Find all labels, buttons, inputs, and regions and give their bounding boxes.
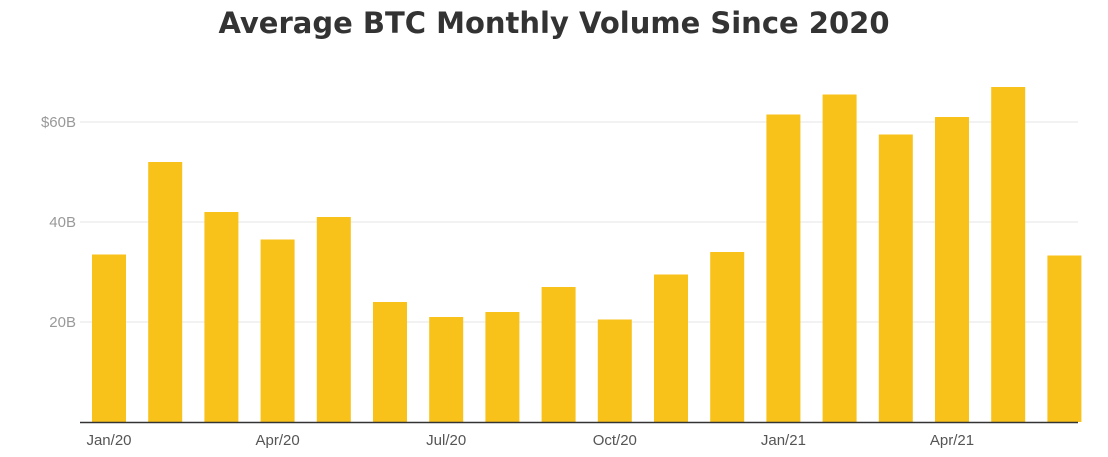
bar-jul-20: [429, 317, 464, 422]
bar-feb-20: [148, 162, 183, 422]
bar-jun-21: [1047, 255, 1082, 422]
x-tick-label: Jan/20: [86, 432, 131, 449]
bar-apr-20: [260, 239, 295, 422]
bar-mar-21: [878, 134, 913, 422]
x-tick-label: Jul/20: [426, 432, 466, 449]
x-tick-label: Apr/20: [255, 432, 299, 449]
bars: [92, 87, 1082, 422]
bar-sep-20: [541, 287, 576, 422]
x-tick-label: Jan/21: [761, 432, 806, 449]
y-tick-label: 20B: [49, 314, 76, 331]
bar-aug-20: [485, 312, 520, 422]
y-axis-ticks: 20B 40B $60B: [41, 114, 76, 331]
y-tick-label: $60B: [41, 114, 76, 131]
bar-jun-20: [373, 302, 407, 422]
bar-jan-21: [766, 114, 801, 422]
bar-apr-21: [935, 117, 969, 422]
bar-may-21: [991, 87, 1026, 422]
bar-dec-20: [710, 252, 745, 422]
x-tick-label: Oct/20: [593, 432, 637, 449]
bar-may-20: [316, 217, 351, 422]
bar-mar-20: [204, 212, 239, 422]
y-tick-label: 40B: [49, 214, 76, 231]
x-tick-label: Apr/21: [930, 432, 974, 449]
bar-jan-20: [92, 254, 126, 422]
chart-title: Average BTC Monthly Volume Since 2020: [218, 6, 890, 40]
x-axis-ticks: Jan/20 Apr/20 Jul/20 Oct/20 Jan/21 Apr/21: [86, 432, 974, 449]
bar-oct-20: [597, 319, 632, 422]
bar-nov-20: [654, 274, 688, 422]
bar-feb-21: [822, 94, 857, 422]
